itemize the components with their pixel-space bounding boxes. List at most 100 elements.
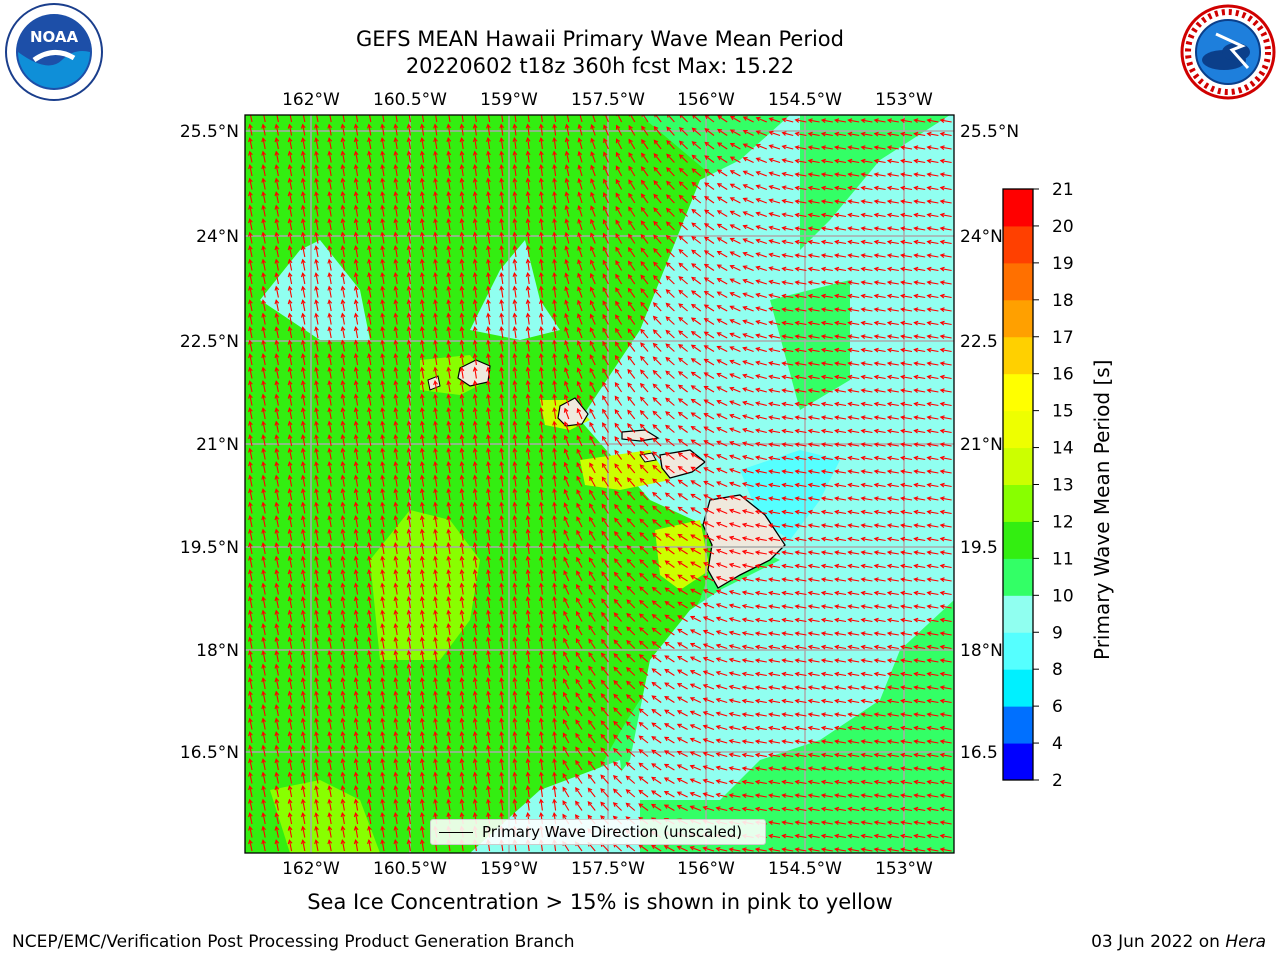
- wave-arrow-head: [353, 299, 359, 305]
- wave-arrow: [447, 313, 451, 325]
- wave-arrow-head: [512, 298, 518, 305]
- wave-arrow: [590, 219, 596, 231]
- wave-arrow: [408, 300, 411, 312]
- wave-arrow: [408, 151, 411, 163]
- wave-arrow-head: [446, 285, 452, 291]
- wave-arrow-head: [525, 163, 531, 170]
- wave-arrow-head: [393, 258, 399, 264]
- wave-arrow: [408, 313, 411, 325]
- wave-arrow: [341, 394, 345, 406]
- wave-arrow-head: [486, 352, 491, 359]
- wave-arrow-head: [781, 198, 787, 204]
- wave-arrow: [655, 115, 662, 123]
- wave-arrow: [874, 403, 886, 407]
- wave-arrow-head: [690, 425, 696, 431]
- wave-arrow-head: [807, 118, 813, 124]
- wave-arrow: [355, 192, 359, 204]
- wave-arrow: [665, 425, 675, 433]
- wave-arrow: [381, 165, 385, 177]
- wave-arrow: [460, 367, 464, 379]
- wave-arrow-head: [602, 219, 608, 225]
- wave-arrow: [782, 213, 794, 218]
- wave-arrow: [615, 206, 623, 217]
- wave-arrow: [487, 367, 491, 379]
- wave-arrow: [795, 403, 807, 407]
- wave-arrow-head: [248, 177, 253, 183]
- wave-arrow: [577, 232, 583, 244]
- wave-arrow-head: [690, 331, 696, 336]
- wave-arrow: [554, 115, 557, 123]
- wave-arrow-head: [525, 217, 531, 224]
- wave-arrow-head: [446, 204, 452, 210]
- wave-arrow: [565, 192, 570, 204]
- wave-arrow-head: [446, 218, 452, 224]
- wave-arrow-head: [367, 434, 372, 440]
- wave-arrow-head: [287, 258, 293, 264]
- wave-arrow-head: [703, 331, 709, 337]
- wave-arrow-head: [768, 333, 774, 339]
- wave-arrow: [381, 246, 385, 258]
- wave-arrow: [743, 116, 754, 123]
- wave-arrow: [421, 435, 425, 447]
- wave-arrow: [730, 238, 741, 244]
- wave-arrow: [795, 254, 807, 258]
- wave-arrow: [704, 386, 715, 393]
- wave-arrow: [769, 145, 781, 150]
- wave-arrow-head: [248, 191, 253, 197]
- wave-arrow: [341, 421, 345, 433]
- wave-arrow-head: [261, 339, 266, 345]
- wave-arrow: [848, 133, 860, 137]
- wave-arrow-head: [755, 414, 761, 420]
- wave-arrow-head: [900, 266, 906, 272]
- wave-arrow-head: [380, 272, 386, 278]
- wave-arrow: [262, 151, 266, 163]
- wave-arrow-head: [525, 204, 531, 210]
- wave-arrow-head: [499, 379, 505, 386]
- wave-arrow-head: [248, 231, 253, 237]
- wave-arrow-head: [794, 226, 800, 232]
- wave-arrow: [421, 205, 425, 217]
- wave-arrow-head: [552, 352, 557, 359]
- wave-arrow: [769, 335, 781, 339]
- wave-arrow-head: [419, 353, 425, 359]
- wave-arrow-head: [563, 421, 569, 427]
- wave-arrow-head: [807, 185, 813, 191]
- wave-arrow: [602, 287, 609, 298]
- wave-arrow-head: [261, 258, 266, 264]
- wave-arrow-head: [446, 137, 452, 143]
- wave-arrow-head: [755, 116, 761, 122]
- wave-arrow: [249, 219, 253, 231]
- wave-arrow-head: [847, 401, 853, 407]
- wave-arrow-head: [446, 312, 452, 318]
- wave-arrow: [590, 314, 596, 325]
- wave-arrow: [578, 151, 583, 163]
- wave-arrow-head: [665, 424, 670, 430]
- wave-arrow-head: [834, 226, 840, 232]
- wave-arrow-head: [729, 224, 735, 229]
- wave-arrow: [368, 367, 372, 379]
- wave-arrow-head: [472, 150, 478, 156]
- wave-arrow: [691, 412, 702, 420]
- wave-arrow: [678, 262, 688, 271]
- wave-arrow: [640, 261, 649, 271]
- wave-arrow-head: [913, 266, 919, 272]
- wave-arrow: [927, 335, 939, 339]
- wave-arrow-head: [300, 380, 306, 386]
- wave-arrow: [678, 371, 688, 379]
- wave-arrow: [447, 327, 451, 339]
- wave-arrow-head: [781, 388, 787, 394]
- wave-arrow-head: [433, 245, 438, 251]
- wave-arrow: [848, 254, 860, 258]
- wave-arrow: [590, 179, 596, 190]
- wave-arrow-head: [755, 292, 761, 298]
- wave-arrow-head: [820, 307, 826, 313]
- wave-arrow: [666, 154, 675, 163]
- wave-arrow-head: [459, 163, 465, 170]
- wave-arrow: [717, 278, 728, 285]
- wave-arrow: [808, 227, 820, 231]
- wave-arrow: [460, 381, 464, 393]
- wave-arrow: [848, 227, 860, 231]
- wave-arrow: [434, 340, 438, 352]
- wave-arrow: [328, 165, 332, 177]
- wave-arrow: [821, 308, 833, 312]
